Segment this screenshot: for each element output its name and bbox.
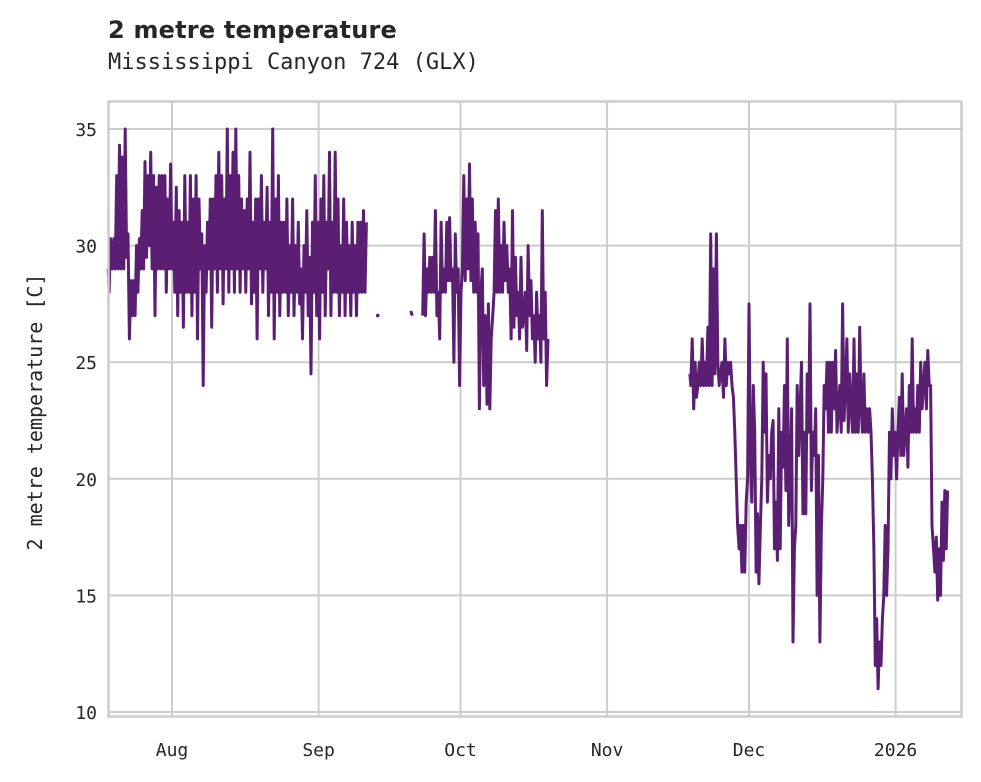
y-axis-label: 2 metre temperature [C] [23, 274, 47, 551]
x-tick-label: Sep [302, 740, 335, 761]
y-tick-label: 25 [75, 353, 97, 374]
chart-title: 2 metre temperature [108, 16, 397, 44]
data-point [375, 313, 380, 318]
chart-subtitle: Mississippi Canyon 724 (GLX) [108, 50, 479, 75]
x-axis-ticks: Aug Sep Oct Nov Dec 2026 [156, 740, 918, 761]
series-line-segment [688, 232, 950, 691]
y-tick-label: 15 [75, 586, 97, 607]
plot-frame [107, 100, 963, 718]
x-tick-label: Dec [733, 740, 766, 761]
series-line-segment [409, 310, 414, 317]
series-line-segment [421, 162, 550, 411]
y-tick-label: 35 [75, 120, 97, 141]
series-line-segment [106, 127, 368, 387]
y-axis-ticks: 10 15 20 25 30 35 [75, 120, 97, 724]
x-tick-label: 2026 [874, 740, 917, 761]
y-tick-label: 20 [75, 470, 97, 491]
y-tick-label: 30 [75, 237, 97, 258]
x-tick-label: Oct [444, 740, 477, 761]
temperature-series [106, 127, 950, 691]
x-tick-label: Aug [156, 740, 189, 761]
y-tick-label: 10 [75, 703, 97, 724]
x-tick-label: Nov [591, 740, 624, 761]
